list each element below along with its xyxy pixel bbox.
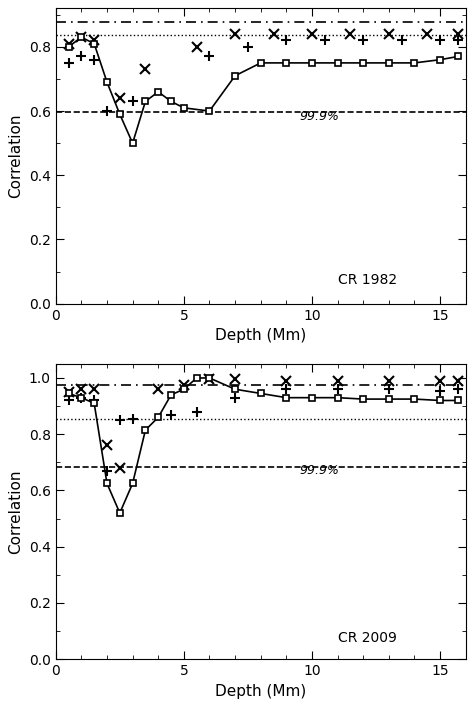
Text: CR 2009: CR 2009 [337,631,396,645]
Text: 99.9%: 99.9% [299,110,339,123]
Y-axis label: Correlation: Correlation [9,469,23,554]
Text: CR 1982: CR 1982 [337,274,397,288]
Text: 99.9%: 99.9% [299,464,339,477]
X-axis label: Depth (Mm): Depth (Mm) [215,328,306,343]
Y-axis label: Correlation: Correlation [9,114,23,198]
X-axis label: Depth (Mm): Depth (Mm) [215,684,306,699]
